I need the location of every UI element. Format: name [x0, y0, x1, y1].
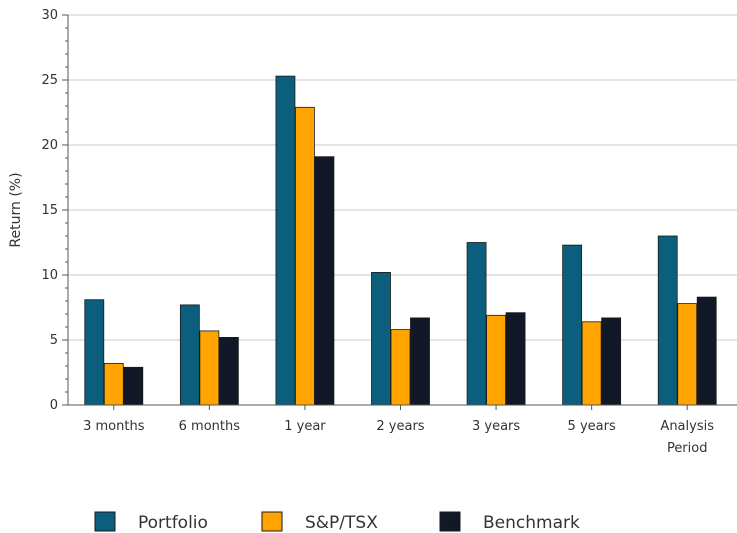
legend-swatch [439, 511, 461, 532]
legend-label: Portfolio [138, 513, 208, 533]
bar-portfolio [562, 244, 583, 406]
y-tick-label: 20 [41, 138, 58, 153]
y-tick-label: 10 [41, 268, 58, 283]
bar-portfolio [84, 299, 105, 406]
x-tick-label: 3 years [472, 419, 520, 434]
bar-s-p-tsx [390, 329, 411, 406]
bar-portfolio [371, 271, 391, 406]
y-tick-label: 0 [50, 398, 58, 413]
bar-portfolio [275, 75, 296, 406]
bar-s-p-tsx [581, 321, 602, 406]
legend-swatch [94, 511, 116, 532]
y-axis-label: Return (%) [8, 172, 24, 247]
bar-benchmark [505, 312, 526, 406]
gridlines [68, 14, 737, 341]
x-tick-label: 2 years [376, 419, 424, 434]
bar-s-p-tsx [103, 362, 124, 406]
legend: Portfolio S&P/TSX Benchmark [94, 511, 580, 533]
y-tick-label: 30 [41, 8, 58, 23]
bar-portfolio [466, 242, 487, 406]
x-tick-label: 6 months [179, 419, 241, 434]
bar-portfolio [657, 235, 678, 406]
bar-s-p-tsx [486, 314, 506, 406]
bar-benchmark [123, 366, 144, 406]
bar-benchmark [696, 296, 717, 406]
bar-portfolio [179, 304, 200, 406]
y-tick-label: 15 [41, 203, 58, 218]
bar-s-p-tsx [199, 330, 220, 406]
bar-benchmark [601, 317, 622, 406]
legend-label: Benchmark [483, 513, 580, 533]
bar-benchmark [218, 336, 239, 406]
legend-label: S&P/TSX [305, 513, 378, 533]
bar-s-p-tsx [677, 303, 698, 406]
x-tick-label: 3 months [83, 419, 145, 434]
bars-group [84, 75, 717, 406]
bar-s-p-tsx [295, 106, 315, 406]
x-tick-label: Analysis Period [660, 419, 714, 456]
x-tick-label: 1 year [284, 419, 326, 434]
axes: 0 5 10 15 20 25 30 3 months 6 months 1 year 2 year… [41, 8, 737, 456]
y-tick-label: 5 [50, 333, 58, 348]
bar-benchmark [410, 317, 430, 406]
bar-benchmark [314, 156, 335, 406]
legend-swatch [261, 511, 283, 532]
y-tick-label: 25 [41, 73, 58, 88]
x-tick-label: 5 years [568, 419, 616, 434]
